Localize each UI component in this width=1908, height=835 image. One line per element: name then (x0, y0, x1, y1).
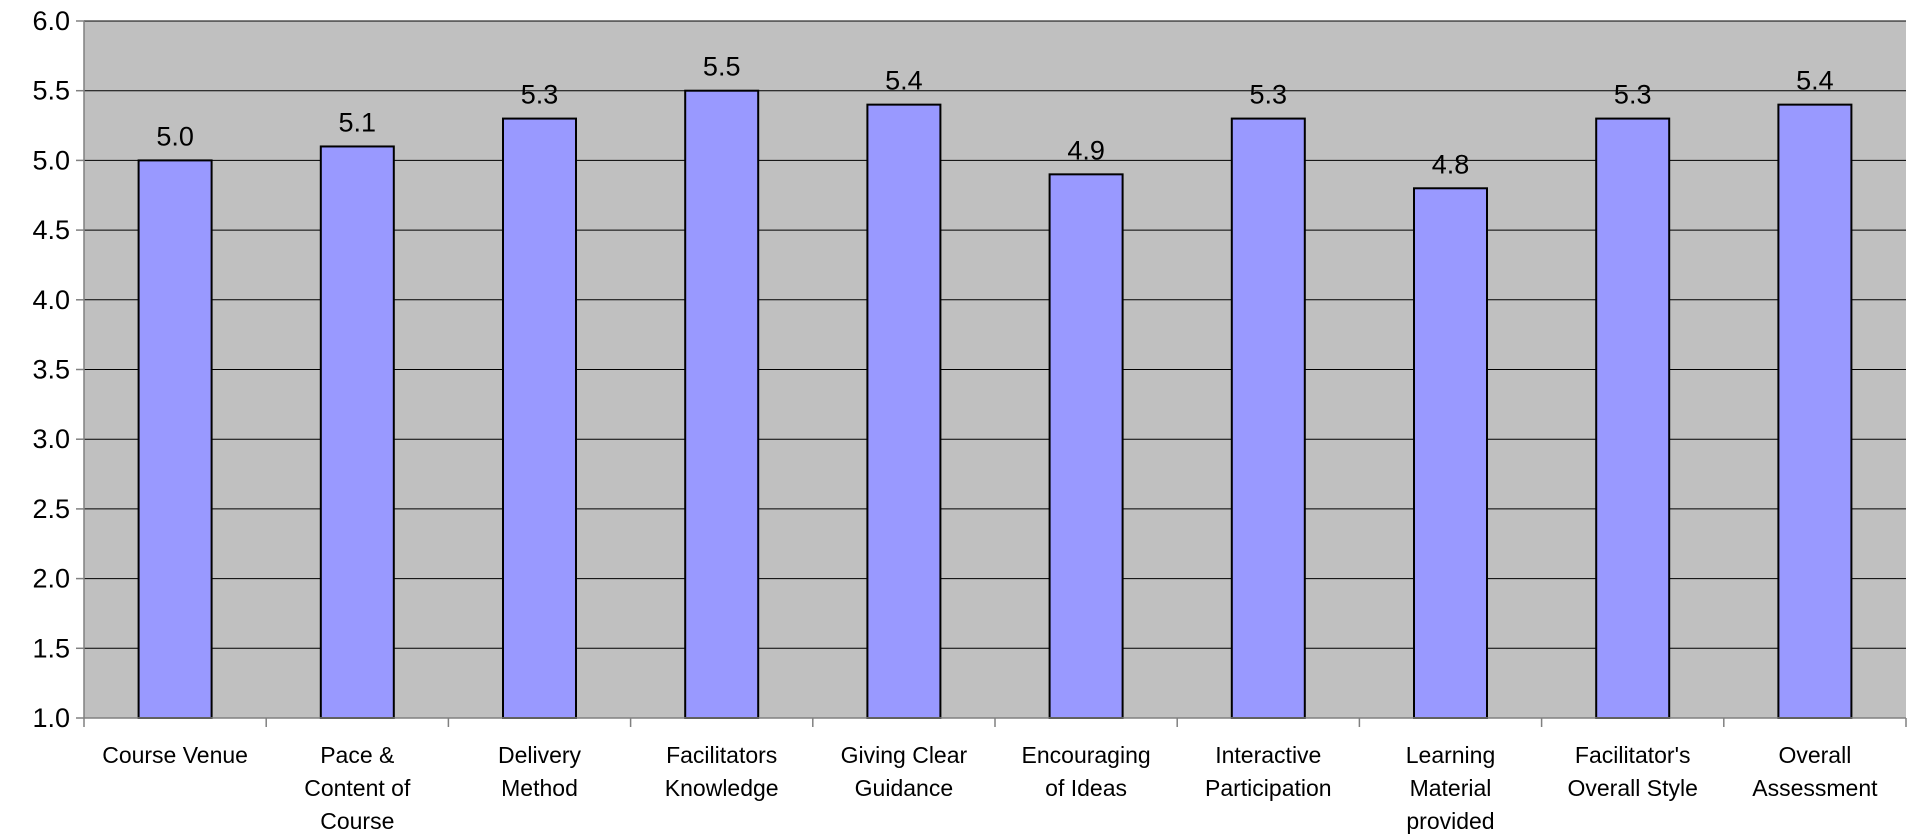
data-label: 5.3 (1614, 80, 1652, 110)
x-category-label: Guidance (855, 775, 953, 801)
bar (502, 117, 577, 719)
x-category-label: Facilitators (666, 742, 777, 768)
x-axis-category-labels: Course Venue Pace & Content of Course Delive… (102, 742, 1878, 834)
x-category-label: Content of (304, 775, 411, 801)
data-label: 5.4 (885, 66, 923, 96)
y-tick-label: 4.0 (32, 285, 70, 315)
x-category-label: Overall Style (1568, 775, 1698, 801)
y-axis-tick-labels: 1.0 1.5 2.0 2.5 3.0 3.5 4.0 4.5 5.0 5.5 6.0 (32, 6, 70, 733)
bar (866, 103, 942, 719)
y-tick-label: 1.5 (32, 633, 70, 663)
x-category-label: Material (1410, 775, 1492, 801)
data-label: 5.3 (521, 80, 559, 110)
bars (137, 89, 1853, 719)
x-category-label: Delivery (498, 742, 582, 768)
bar (684, 89, 760, 719)
data-label: 5.4 (1796, 66, 1834, 96)
bar (1413, 187, 1488, 719)
bar (1777, 103, 1853, 719)
y-tick-label: 3.0 (32, 424, 70, 454)
data-labels: 5.0 5.1 5.3 5.5 5.4 4.9 5.3 4.8 5.3 5.4 (156, 52, 1833, 180)
x-category-label: Course Venue (102, 742, 248, 768)
data-label: 5.5 (703, 52, 741, 82)
x-category-label: Method (501, 775, 578, 801)
y-tick-label: 5.0 (32, 145, 70, 175)
data-label: 5.0 (156, 121, 194, 151)
x-category-label: Encouraging (1022, 742, 1151, 768)
bar (137, 159, 213, 719)
data-label: 4.8 (1432, 149, 1470, 179)
x-category-label: Interactive (1215, 742, 1321, 768)
y-tick-label: 2.0 (32, 564, 70, 594)
y-tick-label: 1.0 (32, 703, 70, 733)
data-label: 4.9 (1067, 135, 1105, 165)
x-category-label: Knowledge (665, 775, 779, 801)
x-category-label: Assessment (1752, 775, 1878, 801)
y-tick-label: 2.5 (32, 494, 70, 524)
data-label: 5.1 (339, 107, 377, 137)
bar (319, 145, 395, 719)
y-tick-label: 3.5 (32, 355, 70, 385)
x-category-label: Facilitator's (1575, 742, 1691, 768)
x-category-label: Learning (1406, 742, 1496, 768)
x-category-label: provided (1406, 808, 1494, 834)
y-tick-label: 5.5 (32, 76, 70, 106)
y-tick-label: 4.5 (32, 215, 70, 245)
x-category-label: Course (320, 808, 394, 834)
y-tick-label: 6.0 (32, 6, 70, 36)
x-category-label: Pace & (320, 742, 394, 768)
x-category-label: of Ideas (1045, 775, 1127, 801)
bar (1595, 117, 1671, 719)
x-category-label: Participation (1205, 775, 1332, 801)
x-category-label: Giving Clear (841, 742, 968, 768)
x-category-label: Overall (1778, 742, 1851, 768)
axes (76, 20, 1907, 727)
data-label: 5.3 (1250, 80, 1288, 110)
bar (1230, 117, 1306, 719)
bar (1048, 173, 1124, 719)
